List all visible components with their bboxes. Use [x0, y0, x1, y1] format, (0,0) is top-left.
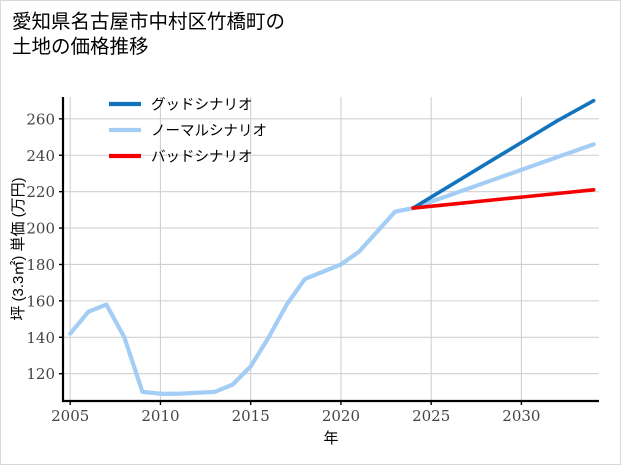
x-tick-label: 2015 [232, 407, 270, 425]
legend-label-1: ノーマルシナリオ [151, 124, 267, 140]
x-tick-label: 2025 [412, 407, 450, 425]
x-axis-tick-labels: 2005 2010 2015 2020 2025 2030 [51, 401, 540, 425]
gridlines-group [63, 97, 599, 401]
data-series-group [68, 98, 596, 396]
x-tick-label: 2010 [141, 407, 179, 425]
y-tick-label: 180 [26, 256, 55, 274]
x-tick-label: 2005 [51, 407, 89, 425]
y-axis-tick-labels: 120 140 160 180 200 220 240 260 [26, 110, 63, 383]
y-tick-label: 240 [26, 147, 55, 165]
axis-spines [61, 97, 599, 403]
y-tick-label: 120 [26, 365, 55, 383]
series-line-ノーマルシナリオ [68, 142, 596, 396]
chart-title: 愛知県名古屋市中村区竹橋町の 土地の価格推移 [12, 11, 286, 58]
y-axis-title: 坪 (3.3㎡) 単価 (万円) [10, 177, 27, 320]
axis-spine-left-bottom [61, 97, 599, 403]
y-tick-label: 160 [26, 292, 55, 310]
y-tick-label: 200 [26, 220, 55, 238]
legend-label-0: グッドシナリオ [151, 97, 253, 114]
y-tick-label: 140 [26, 329, 55, 347]
x-tick-label: 2020 [322, 407, 360, 425]
y-tick-label: 260 [26, 110, 55, 128]
axis-titles: 年 坪 (3.3㎡) 単価 (万円) [10, 177, 339, 447]
series-line-グッドシナリオ [411, 98, 596, 210]
legend-label-2: バッドシナリオ [151, 150, 253, 166]
x-axis-title: 年 [323, 430, 338, 447]
series-line-バッドシナリオ [411, 188, 596, 210]
y-tick-label: 220 [26, 183, 55, 201]
x-tick-label: 2030 [502, 407, 540, 425]
